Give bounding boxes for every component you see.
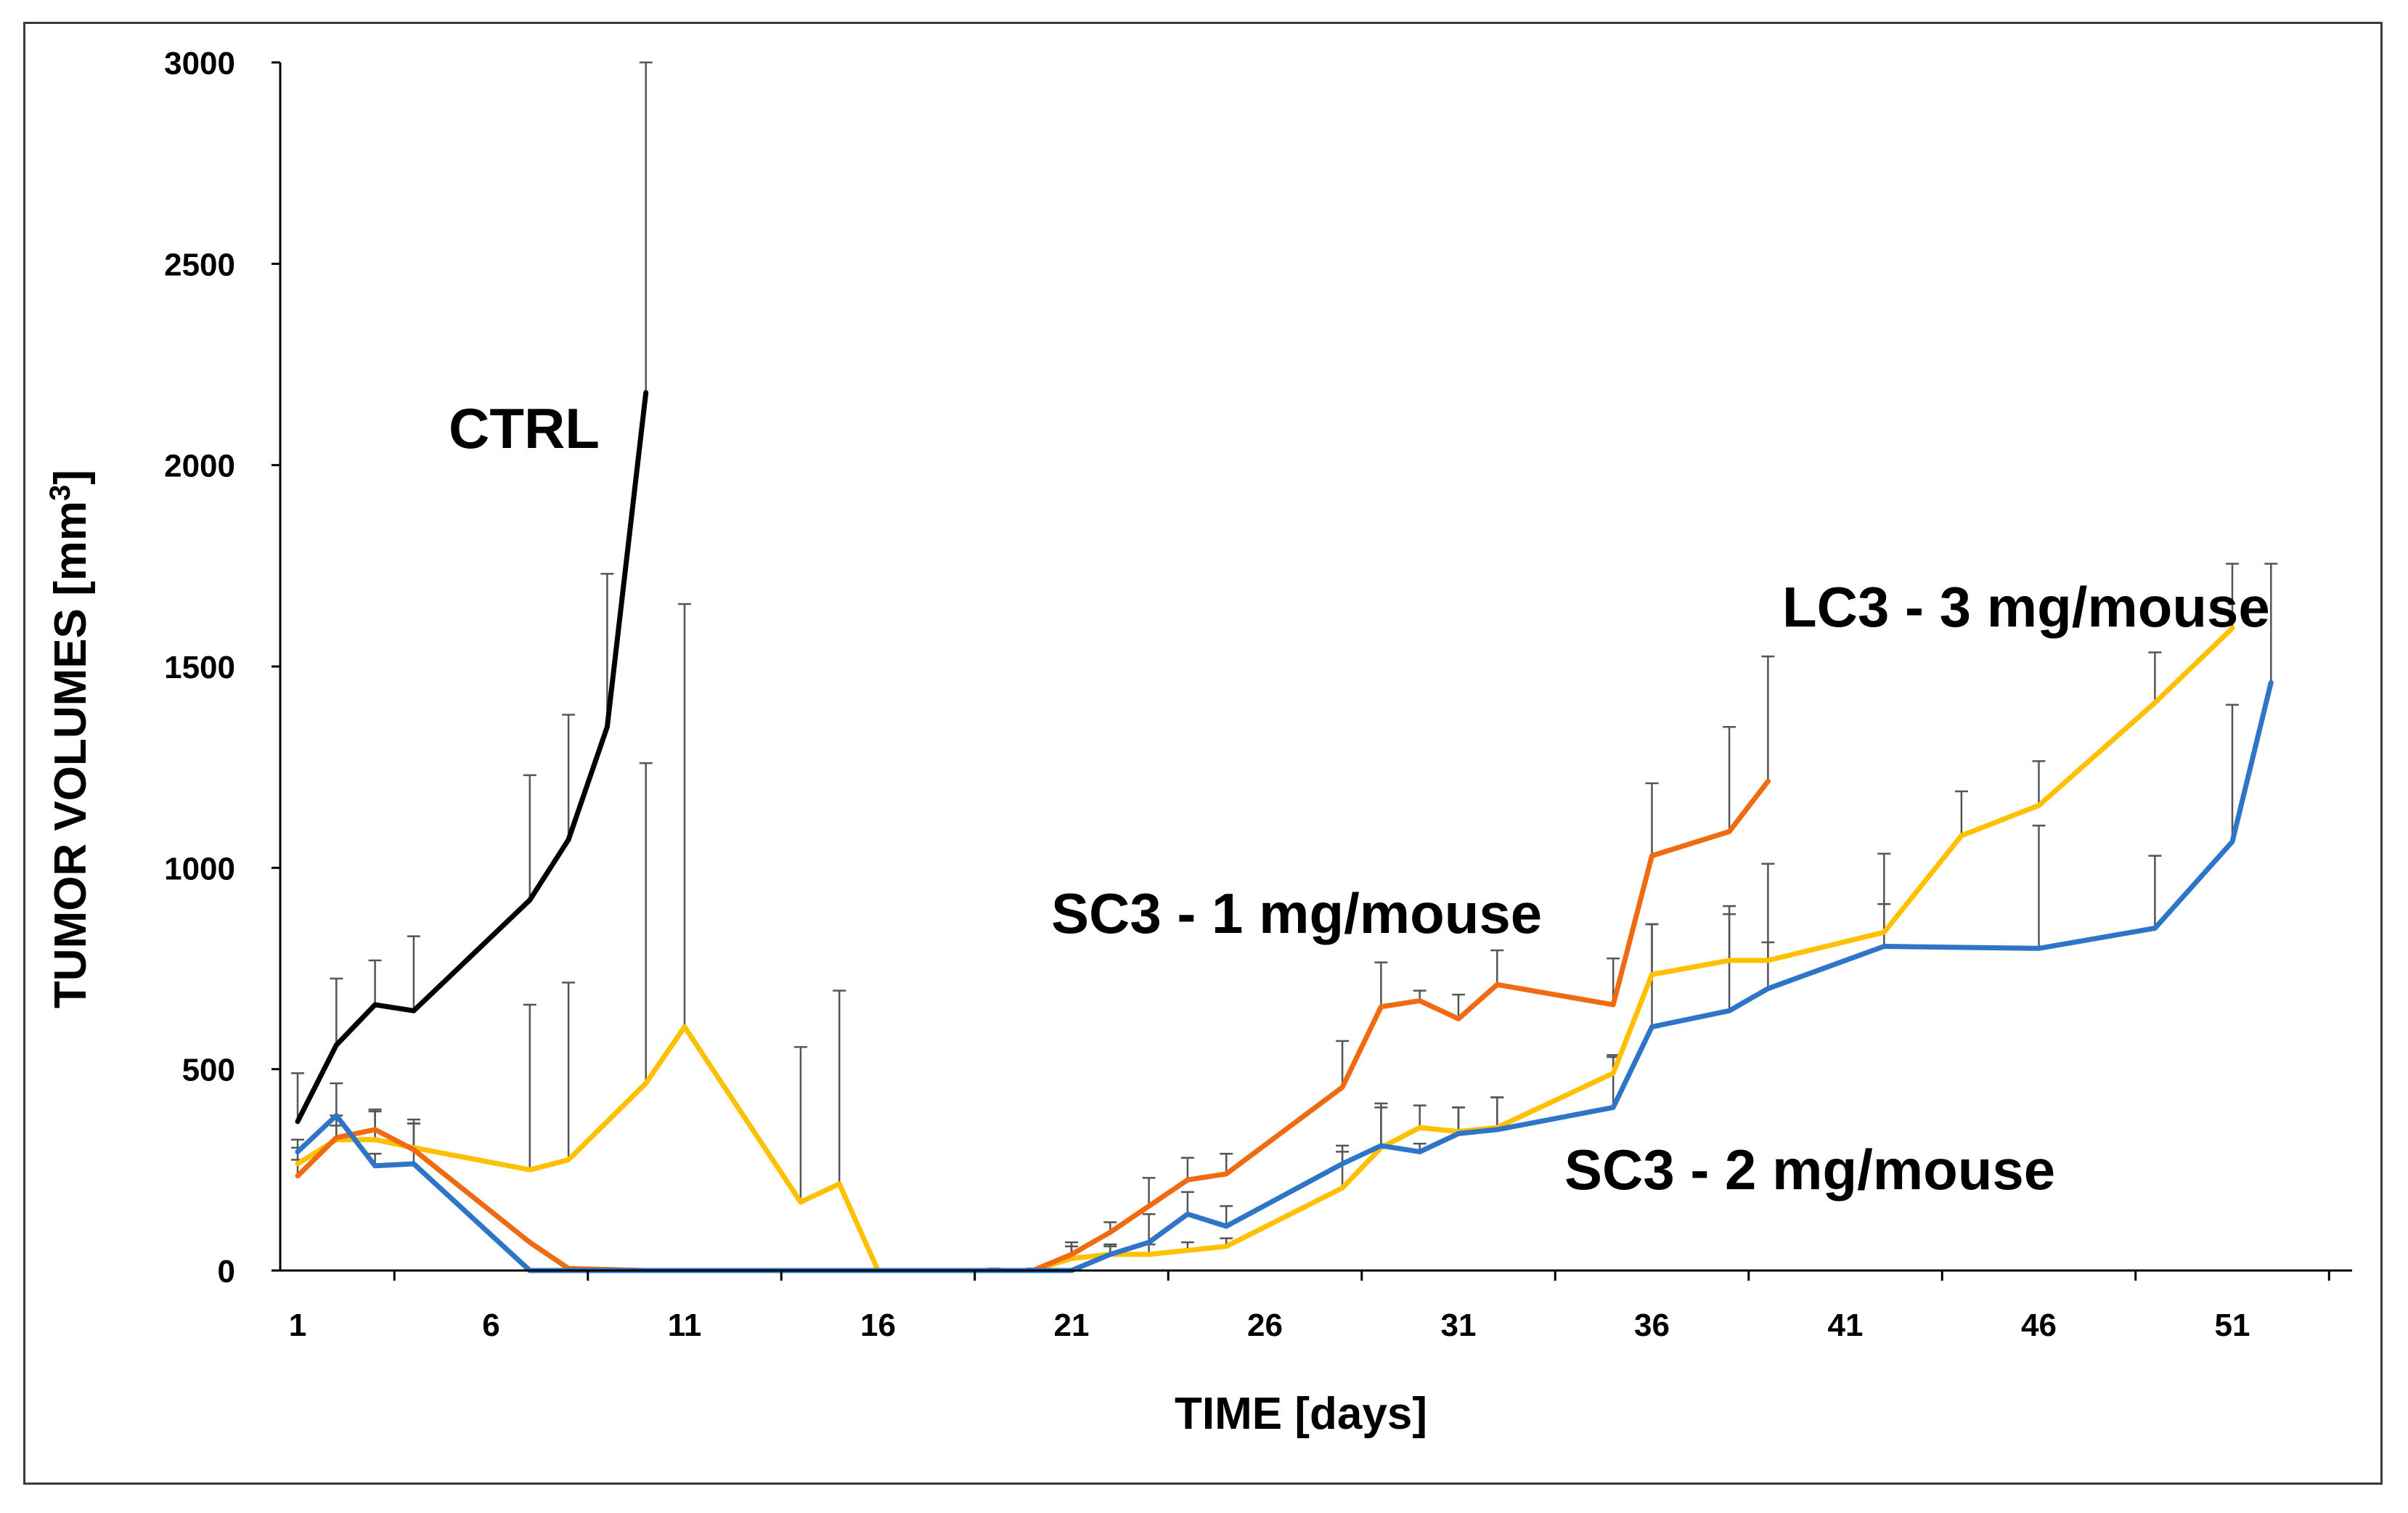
x-tick-label: 6 xyxy=(482,1308,499,1343)
x-tick-label: 1 xyxy=(289,1308,306,1343)
series-label-sc3-2mg: SC3 - 2 mg/mouse xyxy=(1564,1138,2055,1202)
series-label-lc3-3mg: LC3 - 3 mg/mouse xyxy=(1782,575,2270,639)
y-tick-label: 500 xyxy=(182,1053,235,1088)
y-axis-title: TUMOR VOLUMES [mm3] xyxy=(44,470,96,1008)
chart-frame xyxy=(23,22,2383,1485)
series-line-ctrl xyxy=(295,390,649,1125)
series-label-ctrl: CTRL xyxy=(449,396,600,460)
x-tick-label: 26 xyxy=(1247,1308,1283,1343)
x-tick-label: 11 xyxy=(668,1308,702,1343)
series-line-lc3-3-mg-mouse xyxy=(295,625,2235,1273)
series-line-sc3-1-mg-mouse xyxy=(295,778,1771,1273)
y-axis-title-main: TUMOR VOLUMES [mm xyxy=(46,501,96,1008)
y-axis-title-end: ] xyxy=(46,470,96,485)
error-bars xyxy=(291,61,2278,1271)
x-tick-label: 21 xyxy=(1054,1308,1090,1343)
x-tick-label: 41 xyxy=(1828,1308,1864,1343)
x-axis-title: TIME [days] xyxy=(1175,1389,1427,1439)
y-tick-label: 0 xyxy=(218,1254,235,1289)
y-tick-label: 2500 xyxy=(164,247,235,282)
x-tick-label: 31 xyxy=(1441,1308,1477,1343)
x-tick-label: 46 xyxy=(2021,1308,2057,1343)
y-tick-label: 3000 xyxy=(164,46,235,81)
y-axis-title-superscript: 3 xyxy=(44,485,76,501)
y-tick-label: 1500 xyxy=(164,650,235,685)
x-tick-label: 51 xyxy=(2215,1308,2250,1343)
series-label-sc3-1mg: SC3 - 1 mg/mouse xyxy=(1051,881,1542,945)
x-tick-label: 16 xyxy=(860,1308,896,1343)
y-tick-label: 2000 xyxy=(164,449,235,484)
y-tick-label: 1000 xyxy=(164,851,235,886)
x-tick-label: 36 xyxy=(1634,1308,1670,1343)
